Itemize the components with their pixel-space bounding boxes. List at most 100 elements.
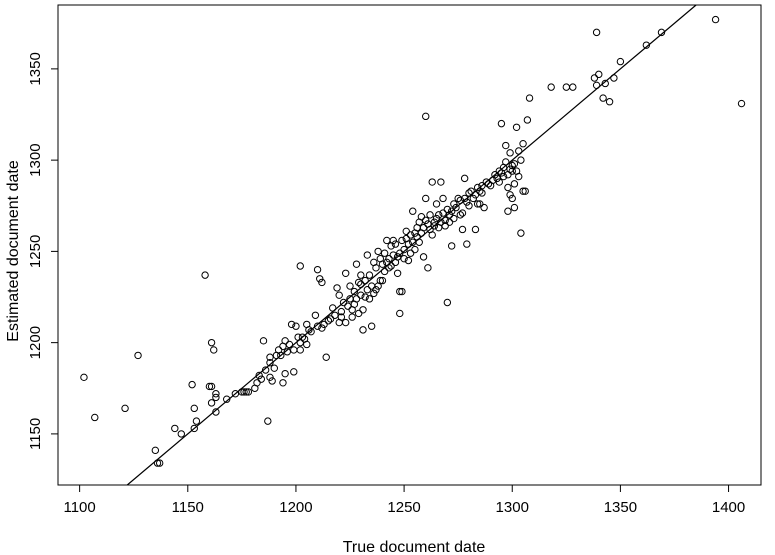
data-point <box>396 249 404 257</box>
data-point <box>385 264 393 272</box>
data-point <box>432 200 441 208</box>
data-point <box>354 309 363 318</box>
data-point <box>307 327 315 336</box>
data-point <box>367 322 376 330</box>
data-point <box>333 284 341 292</box>
data-point <box>393 269 402 277</box>
data-point <box>406 231 415 239</box>
data-point <box>266 359 274 367</box>
data-point <box>460 174 469 183</box>
data-point <box>264 417 272 425</box>
plot-frame <box>57 4 762 486</box>
x-tick-label: 1400 <box>712 499 745 516</box>
data-point <box>419 223 428 232</box>
data-point <box>363 251 372 259</box>
data-point <box>361 293 369 301</box>
data-point <box>210 346 218 354</box>
data-point <box>508 161 516 170</box>
data-point <box>283 348 291 356</box>
data-point <box>510 203 519 212</box>
data-point <box>642 41 651 49</box>
data-point <box>445 211 454 219</box>
data-point <box>389 236 397 245</box>
data-point <box>737 99 746 108</box>
data-point <box>281 369 289 378</box>
data-point <box>266 353 274 361</box>
data-point <box>590 74 599 82</box>
data-point <box>519 140 527 148</box>
data-point <box>493 174 501 183</box>
data-point <box>296 262 304 270</box>
data-point <box>207 338 216 347</box>
data-point <box>657 28 666 37</box>
data-point <box>365 295 374 303</box>
x-tick-label: 1300 <box>496 499 529 516</box>
data-point <box>322 353 330 361</box>
data-point <box>422 194 430 203</box>
x-tick-label: 1200 <box>279 499 312 516</box>
data-point <box>430 222 439 230</box>
data-point <box>508 194 516 203</box>
data-point <box>456 196 465 204</box>
data-point <box>409 207 417 215</box>
data-point <box>313 322 322 330</box>
data-point <box>257 375 266 383</box>
data-point <box>463 198 471 206</box>
data-point <box>231 390 240 398</box>
data-point <box>422 112 430 121</box>
data-point <box>398 287 406 296</box>
x-tick-label: 1250 <box>387 499 420 516</box>
data-point <box>361 276 369 285</box>
data-point <box>605 98 614 106</box>
data-point <box>389 251 397 259</box>
data-point <box>515 147 523 155</box>
data-point <box>495 178 503 186</box>
data-point <box>259 337 268 345</box>
data-point <box>348 313 356 321</box>
data-point <box>465 189 473 197</box>
data-point <box>424 264 432 272</box>
data-point <box>525 94 534 102</box>
data-point <box>517 229 525 237</box>
data-point <box>521 187 529 195</box>
data-point <box>601 79 609 88</box>
data-point <box>326 315 335 323</box>
data-point <box>506 165 514 173</box>
data-point <box>478 189 486 197</box>
data-point <box>354 278 363 287</box>
data-point <box>303 340 311 349</box>
data-point <box>201 271 209 279</box>
data-point <box>352 295 361 303</box>
data-point <box>212 390 220 398</box>
data-point <box>592 28 601 37</box>
data-point <box>318 278 326 287</box>
data-point <box>484 180 493 188</box>
data-point <box>476 200 484 208</box>
data-point <box>279 379 287 387</box>
data-point <box>441 222 449 230</box>
data-point <box>452 203 460 212</box>
data-point <box>435 211 443 219</box>
data-point <box>428 231 436 239</box>
data-point <box>402 227 410 236</box>
data-point <box>450 200 458 208</box>
data-point <box>335 291 343 299</box>
data-point <box>592 81 601 90</box>
data-point <box>223 395 231 403</box>
data-point <box>370 289 378 298</box>
data-point <box>346 282 354 290</box>
data-point <box>396 309 404 318</box>
data-point <box>497 119 506 128</box>
data-point <box>547 83 555 91</box>
data-point <box>415 238 423 246</box>
data-point <box>406 249 415 257</box>
data-point <box>212 408 220 416</box>
data-point <box>458 225 467 234</box>
data-point <box>357 271 365 279</box>
data-point <box>428 178 436 186</box>
data-point <box>502 158 510 166</box>
data-point <box>155 459 164 467</box>
data-point <box>329 304 337 312</box>
data-point <box>290 346 298 354</box>
data-point <box>467 187 475 195</box>
